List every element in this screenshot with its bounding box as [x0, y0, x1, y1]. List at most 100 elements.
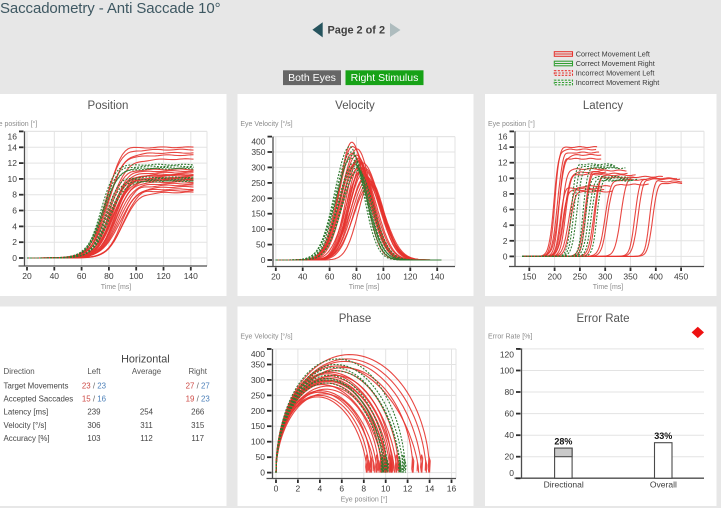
svg-text:Eye Velocity [°/s]: Eye Velocity [°/s] — [240, 333, 292, 341]
svg-text:Average: Average — [132, 367, 162, 376]
svg-text:Horizontal: Horizontal — [121, 354, 170, 366]
svg-text:239: 239 — [87, 408, 101, 417]
svg-text:Page 2 of 2: Page 2 of 2 — [328, 25, 386, 37]
svg-text:0: 0 — [261, 255, 266, 265]
svg-text:50: 50 — [256, 452, 266, 462]
svg-text:19 / 23: 19 / 23 — [186, 395, 211, 404]
svg-text:Direction: Direction — [4, 367, 35, 376]
svg-text:0: 0 — [509, 468, 514, 478]
svg-text:250: 250 — [573, 272, 587, 282]
svg-text:20: 20 — [22, 271, 32, 281]
svg-text:16: 16 — [8, 131, 18, 141]
svg-text:120: 120 — [403, 272, 417, 282]
svg-text:Correct Movement Left: Correct Movement Left — [576, 50, 650, 59]
svg-text:10: 10 — [498, 173, 508, 183]
svg-text:28%: 28% — [554, 437, 572, 447]
svg-text:60: 60 — [77, 271, 87, 281]
svg-text:6: 6 — [503, 205, 508, 215]
svg-text:80: 80 — [104, 271, 114, 281]
svg-text:100: 100 — [251, 437, 265, 447]
svg-text:10: 10 — [8, 174, 18, 184]
svg-text:Latency: Latency — [583, 100, 624, 112]
svg-text:Phase: Phase — [339, 313, 372, 325]
svg-text:Error Rate [%]: Error Rate [%] — [488, 334, 532, 341]
svg-text:Directional: Directional — [544, 480, 584, 490]
svg-text:Velocity: Velocity — [335, 100, 375, 112]
svg-text:200: 200 — [251, 406, 265, 416]
svg-text:40: 40 — [505, 430, 515, 440]
svg-text:Target Movements: Target Movements — [4, 381, 69, 390]
svg-text:2: 2 — [503, 236, 508, 246]
svg-text:100: 100 — [129, 271, 143, 281]
svg-text:8: 8 — [503, 189, 508, 199]
svg-text:Overall: Overall — [650, 480, 677, 490]
svg-text:300: 300 — [598, 272, 612, 282]
svg-text:315: 315 — [191, 421, 205, 430]
svg-text:12: 12 — [8, 158, 18, 168]
svg-text:80: 80 — [505, 387, 515, 397]
svg-text:120: 120 — [156, 271, 170, 281]
svg-text:306: 306 — [87, 421, 101, 430]
svg-text:350: 350 — [251, 147, 265, 157]
svg-text:350: 350 — [251, 360, 265, 370]
svg-text:450: 450 — [674, 272, 688, 282]
svg-text:Velocity [°/s]: Velocity [°/s] — [4, 421, 47, 430]
svg-text:Accuracy [%]: Accuracy [%] — [4, 434, 50, 443]
svg-text:250: 250 — [251, 178, 265, 188]
svg-text:8: 8 — [12, 190, 17, 200]
svg-text:Correct Movement Right: Correct Movement Right — [576, 59, 655, 68]
svg-text:150: 150 — [522, 272, 536, 282]
svg-text:33%: 33% — [654, 431, 672, 441]
svg-text:Left: Left — [87, 367, 101, 376]
svg-text:50: 50 — [256, 240, 266, 250]
svg-text:400: 400 — [649, 272, 663, 282]
svg-text:250: 250 — [251, 390, 265, 400]
svg-text:0: 0 — [260, 468, 265, 478]
svg-text:150: 150 — [251, 209, 265, 219]
svg-text:0: 0 — [503, 251, 508, 261]
svg-text:Saccadometry - Anti Saccade 10: Saccadometry - Anti Saccade 10° — [0, 0, 221, 17]
svg-text:12: 12 — [498, 158, 508, 168]
svg-text:4: 4 — [503, 220, 508, 230]
svg-text:254: 254 — [140, 408, 154, 417]
svg-text:20: 20 — [505, 452, 515, 462]
svg-text:Time [ms]: Time [ms] — [101, 284, 132, 291]
svg-text:23 / 23: 23 / 23 — [82, 381, 107, 390]
svg-text:Eye Velocity [°/s]: Eye Velocity [°/s] — [240, 120, 292, 128]
svg-text:16: 16 — [498, 131, 508, 141]
svg-text:Both Eyes: Both Eyes — [288, 72, 336, 84]
svg-text:12: 12 — [403, 484, 413, 494]
svg-text:150: 150 — [251, 421, 265, 431]
svg-text:Incorrect Movement Left: Incorrect Movement Left — [576, 69, 655, 78]
svg-text:200: 200 — [251, 193, 265, 203]
svg-text:400: 400 — [251, 349, 265, 359]
svg-text:140: 140 — [430, 272, 444, 282]
svg-text:120: 120 — [500, 350, 514, 360]
svg-text:100: 100 — [251, 224, 265, 234]
svg-text:14: 14 — [8, 142, 18, 152]
svg-text:20: 20 — [271, 272, 281, 282]
svg-text:300: 300 — [251, 162, 265, 172]
svg-text:10: 10 — [381, 484, 391, 494]
svg-text:16: 16 — [447, 484, 457, 494]
svg-text:27 / 27: 27 / 27 — [186, 381, 210, 390]
svg-text:Time [ms]: Time [ms] — [593, 284, 624, 291]
svg-text:2: 2 — [12, 237, 17, 247]
svg-text:300: 300 — [251, 375, 265, 385]
svg-text:Eye position [°]: Eye position [°] — [0, 120, 37, 128]
svg-text:200: 200 — [548, 272, 562, 282]
svg-text:Latency [ms]: Latency [ms] — [4, 408, 49, 417]
svg-text:0: 0 — [12, 253, 17, 263]
svg-text:117: 117 — [191, 434, 204, 443]
svg-text:266: 266 — [191, 408, 205, 417]
svg-text:400: 400 — [251, 137, 265, 147]
svg-text:2: 2 — [296, 484, 301, 494]
svg-text:14: 14 — [498, 142, 508, 152]
svg-text:Time [ms]: Time [ms] — [349, 284, 380, 291]
svg-text:Incorrect Movement Right: Incorrect Movement Right — [576, 78, 660, 87]
svg-text:60: 60 — [325, 272, 335, 282]
svg-text:100: 100 — [376, 272, 390, 282]
svg-text:Right: Right — [188, 367, 207, 376]
svg-text:Position: Position — [88, 100, 129, 112]
svg-text:40: 40 — [50, 271, 60, 281]
